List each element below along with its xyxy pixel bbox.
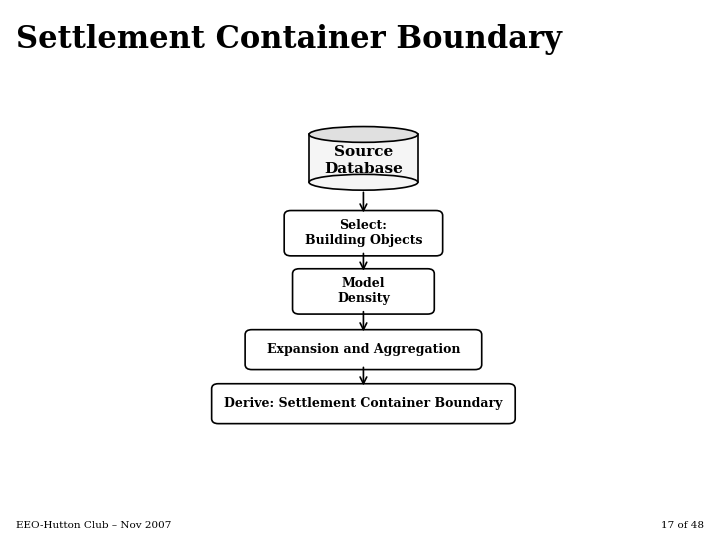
FancyBboxPatch shape bbox=[284, 211, 443, 256]
Polygon shape bbox=[309, 134, 418, 183]
Text: Settlement Container Boundary: Settlement Container Boundary bbox=[16, 24, 562, 55]
FancyBboxPatch shape bbox=[292, 269, 434, 314]
Text: Source
Database: Source Database bbox=[324, 145, 403, 176]
FancyBboxPatch shape bbox=[212, 384, 516, 424]
Text: Select:
Building Objects: Select: Building Objects bbox=[305, 219, 422, 247]
Text: 17 of 48: 17 of 48 bbox=[661, 521, 704, 530]
Text: Expansion and Aggregation: Expansion and Aggregation bbox=[266, 343, 460, 356]
Ellipse shape bbox=[309, 174, 418, 190]
Text: EEO-Hutton Club – Nov 2007: EEO-Hutton Club – Nov 2007 bbox=[16, 521, 171, 530]
Ellipse shape bbox=[309, 126, 418, 143]
FancyBboxPatch shape bbox=[245, 329, 482, 369]
Text: Derive: Settlement Container Boundary: Derive: Settlement Container Boundary bbox=[224, 397, 503, 410]
Text: Model
Density: Model Density bbox=[337, 278, 390, 306]
